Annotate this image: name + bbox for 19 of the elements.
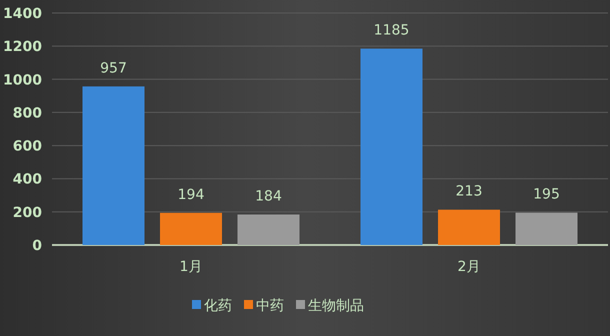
y-tick-label: 1400 (3, 6, 42, 22)
data-label: 213 (456, 184, 482, 200)
y-tick-label: 400 (12, 172, 42, 188)
legend-label: 生物制品 (308, 298, 364, 314)
data-label: 957 (100, 60, 127, 76)
data-label: 184 (255, 188, 282, 205)
data-label: 1185 (374, 22, 410, 39)
y-tick-label: 0 (32, 238, 42, 254)
y-tick-label: 600 (12, 138, 42, 155)
data-label: 194 (178, 186, 204, 203)
y-tick-label: 1000 (3, 72, 42, 88)
y-tick-label: 200 (12, 204, 42, 221)
legend-label: 中药 (256, 298, 284, 314)
x-tick-label: 2月 (458, 259, 480, 275)
y-tick-label: 800 (12, 105, 42, 122)
data-label: 195 (533, 186, 560, 203)
legend-label: 化药 (204, 298, 232, 314)
x-tick-label: 1月 (180, 259, 202, 275)
y-tick-label: 1200 (3, 39, 42, 56)
